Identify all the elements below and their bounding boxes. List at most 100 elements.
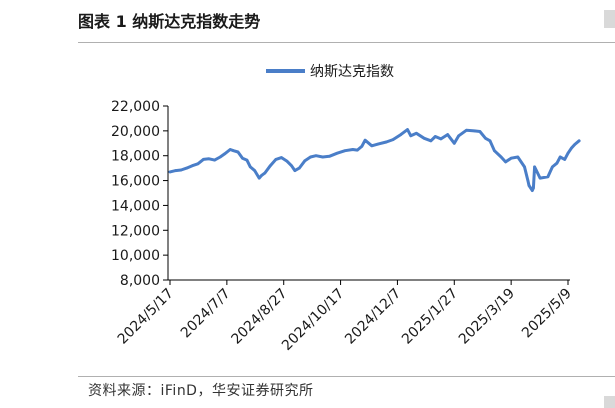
data-point (551, 165, 554, 169)
x-tick-label: 2024/8/27 (228, 286, 290, 348)
x-tick-label: 2024/5/17 (115, 286, 177, 348)
data-point (531, 189, 534, 192)
y-tick-label: 14,000 (111, 198, 160, 214)
data-point (269, 164, 272, 167)
series-line-nasdaq (168, 128, 581, 192)
x-tick-label: 2025/3/19 (456, 286, 518, 348)
data-point (207, 157, 211, 161)
data-point (168, 170, 172, 174)
data-point (360, 145, 364, 148)
data-point (218, 155, 222, 159)
neighbor-panel-edge (604, 10, 615, 28)
data-point (434, 135, 437, 138)
data-point (457, 134, 461, 138)
data-point (257, 176, 261, 180)
header-divider (78, 42, 615, 43)
data-point (309, 155, 312, 159)
data-point (343, 149, 347, 152)
data-point (377, 142, 380, 146)
data-point (573, 143, 576, 146)
y-tick-label: 22,000 (111, 99, 160, 115)
data-point (280, 156, 283, 159)
data-point (465, 128, 468, 132)
data-point (202, 158, 205, 161)
data-point (185, 166, 188, 170)
y-tick-label: 10,000 (111, 248, 160, 264)
data-point (399, 133, 403, 136)
data-point (290, 164, 293, 167)
data-point (179, 168, 183, 172)
data-point (293, 169, 297, 172)
data-point (385, 140, 388, 144)
data-point (303, 159, 307, 162)
chart-legend: 纳斯达克指数 (266, 64, 394, 80)
data-point (241, 156, 244, 160)
data-point (351, 148, 355, 151)
data-point (335, 151, 339, 155)
data-point (439, 137, 443, 141)
data-point (213, 158, 216, 162)
data-point (493, 149, 496, 152)
y-tick-label: 12,000 (111, 223, 160, 239)
data-point (555, 161, 559, 165)
data-point (370, 144, 374, 148)
x-tick-label: 2024/12/7 (342, 286, 404, 348)
data-point (406, 128, 409, 131)
data-point (570, 147, 573, 150)
figure-header: 图表 1 纳斯达克指数走势 (0, 0, 615, 44)
legend-label: 纳斯达克指数 (310, 64, 394, 80)
x-tick-label: 2025/5/9 (519, 286, 575, 342)
data-point (484, 137, 487, 140)
y-tick-label: 18,000 (111, 149, 160, 165)
source-note: 资料来源：iFinD，华安证券研究所 (88, 383, 314, 399)
data-point (191, 164, 194, 167)
data-point (356, 148, 359, 152)
data-point (363, 138, 367, 142)
data-point (533, 165, 536, 169)
data-point (260, 174, 263, 177)
data-point (174, 169, 177, 172)
data-point (249, 165, 252, 169)
data-point (274, 158, 278, 161)
x-axis: 2024/5/17 2024/7/72024/8/272024/10/172024… (115, 279, 575, 354)
data-point (232, 149, 235, 152)
data-point (473, 129, 476, 133)
data-point (546, 175, 550, 179)
nasdaq-line-chart: 纳斯达克指数 8,000 10,000 12,000 14,000 16,000 18,0… (111, 64, 581, 354)
data-point (453, 142, 456, 145)
data-point (245, 158, 249, 162)
data-point (263, 171, 267, 175)
x-tick-label: 2025/1/27 (399, 286, 461, 348)
data-point (422, 137, 426, 140)
neighbor-panel-edge-bottom (604, 396, 615, 408)
data-point (223, 152, 226, 156)
data-point (446, 133, 449, 136)
data-point (538, 176, 542, 180)
data-point (314, 154, 318, 157)
data-point (504, 160, 507, 164)
data-point (409, 134, 413, 138)
data-point (478, 130, 482, 133)
y-axis: 8,000 10,000 12,000 14,000 16,000 18,000 20,00… (111, 99, 169, 289)
data-point (526, 179, 530, 182)
data-point (577, 139, 581, 143)
y-tick-label: 16,000 (111, 174, 160, 190)
data-point (285, 160, 289, 163)
data-point (253, 169, 256, 172)
data-point (391, 138, 395, 141)
data-point (563, 158, 566, 161)
data-point (527, 184, 531, 187)
y-tick-label: 8,000 (120, 273, 160, 289)
figure-title: 图表 1 纳斯达克指数走势 (78, 12, 261, 31)
data-point (298, 166, 301, 170)
footer-divider (78, 376, 615, 377)
data-point (228, 148, 232, 151)
data-point (532, 186, 535, 190)
data-point (516, 155, 520, 159)
data-point (236, 150, 240, 154)
data-point (558, 155, 562, 159)
data-point (415, 132, 418, 135)
data-point (321, 155, 325, 159)
data-point (328, 155, 331, 158)
data-point (499, 155, 503, 159)
